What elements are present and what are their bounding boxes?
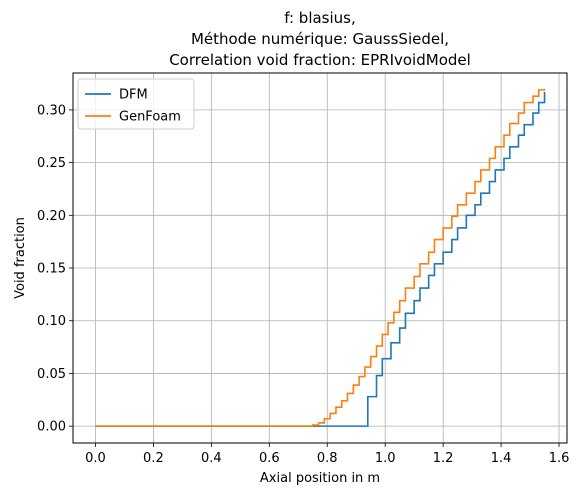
series-layer [95,88,546,427]
x-tick-label: 1.4 [491,451,512,466]
x-tick-label: 0.6 [259,451,280,466]
series-line-dfm [95,91,546,427]
x-tick-label: 1.2 [433,451,454,466]
title-line-3: Correlation void fraction: EPRIvoidModel [169,51,471,69]
y-tick-label: 0.30 [37,103,66,118]
x-axis-ticks: 0.0 0.2 0.4 0.6 0.8 1.0 1.2 1.4 1.6 [85,443,569,466]
x-tick-label: 0.0 [85,451,106,466]
series-line-genfoam [95,88,546,427]
x-axis-label: Axial position in m [260,471,380,486]
title-line-2: Méthode numérique: GaussSiedel, [191,30,449,48]
y-tick-label: 0.10 [37,314,66,329]
x-tick-label: 0.8 [317,451,338,466]
y-tick-label: 0.05 [37,367,66,382]
x-tick-label: 0.2 [143,451,164,466]
x-tick-label: 1.6 [549,451,570,466]
plot-frame [72,72,568,444]
legend: DFM GenFoam [77,78,195,130]
x-tick-label: 0.4 [201,451,222,466]
y-axis-ticks: 0.00 0.05 0.10 0.15 0.20 0.25 0.30 [37,103,73,435]
grid [73,73,567,443]
chart-title: f: blasius, Méthode numérique: GaussSied… [169,9,471,69]
title-line-1: f: blasius, [284,9,356,27]
y-tick-label: 0.25 [37,156,66,171]
y-tick-label: 0.15 [37,262,66,277]
y-tick-label: 0.00 [37,420,66,435]
y-axis-label: Void fraction [13,217,28,299]
y-tick-label: 0.20 [37,209,66,224]
legend-label-genfoam: GenFoam [119,110,181,125]
legend-label-dfm: DFM [119,88,148,103]
x-tick-label: 1.0 [375,451,396,466]
